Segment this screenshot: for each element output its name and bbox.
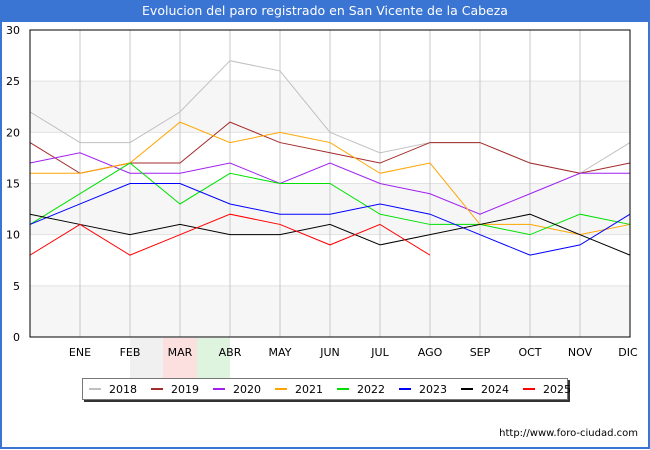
x-tick-label: JUL	[370, 346, 389, 359]
series-line-2024	[29, 213, 631, 256]
legend-item: 2024	[461, 383, 509, 396]
legend-swatch	[275, 388, 287, 390]
legend-label: 2021	[295, 382, 323, 396]
watermark-band-gray	[130, 338, 163, 383]
legend-swatch	[151, 388, 163, 390]
chart-title: Evolucion del paro registrado en San Vic…	[0, 0, 650, 22]
legend-item: 2019	[151, 383, 199, 396]
x-tick-label: NOV	[568, 346, 593, 359]
y-tick-label: 20	[6, 126, 20, 139]
x-tick-label: SEP	[470, 346, 491, 359]
series-line-2020	[29, 152, 630, 215]
legend-label: 2024	[481, 382, 509, 396]
legend-label: 2019	[171, 382, 199, 396]
source-url[interactable]: http://www.foro-ciudad.com	[499, 428, 638, 439]
x-tick-label: AGO	[418, 346, 443, 359]
legend-item: 2020	[213, 383, 261, 396]
legend-swatch	[89, 388, 101, 390]
plot-border	[29, 29, 631, 338]
y-tick-label: 25	[6, 75, 20, 88]
legend-label: 2018	[109, 382, 137, 396]
legend-item: 2023	[399, 383, 447, 396]
x-tick-label: OCT	[518, 346, 541, 359]
legend-label: 2022	[357, 382, 385, 396]
y-tick-label: 30	[6, 24, 20, 37]
y-tick-label: 0	[13, 331, 20, 344]
legend-item: 2025	[523, 383, 571, 396]
x-tick-label: ENE	[69, 346, 91, 359]
legend: 2018 2019 2020 2021 2022 2023 2024 2025	[82, 378, 571, 400]
watermark-band-green	[197, 338, 230, 383]
x-tick-label: DIC	[618, 346, 638, 359]
axes	[29, 29, 631, 338]
y-tick-labels: 0 5 10 15 20 25 30	[6, 24, 20, 344]
x-tick-label: JUN	[319, 346, 340, 359]
watermark-band-red	[163, 338, 197, 383]
series-line-2023	[29, 183, 631, 256]
y-tick-label: 10	[6, 229, 20, 242]
x-tick-label: FEB	[120, 346, 141, 359]
series-line-2025	[29, 213, 431, 256]
x-tick-label: MAY	[269, 346, 292, 359]
legend-swatch	[461, 388, 473, 390]
x-tick-label: ABR	[219, 346, 242, 359]
watermark-flag	[130, 338, 230, 383]
legend-swatch	[213, 388, 225, 390]
x-tick-labels: ENE FEB MAR ABR MAY JUN JUL AGO SEP OCT NOV DIC	[69, 346, 638, 359]
series-line-2022	[29, 162, 631, 236]
legend-swatch	[337, 388, 349, 390]
legend-item: 2021	[275, 383, 323, 396]
y-tick-label: 15	[6, 178, 20, 191]
legend-item: 2022	[337, 383, 385, 396]
legend-swatch	[523, 388, 535, 390]
legend-label: 2025	[543, 382, 571, 396]
legend-label: 2023	[419, 382, 447, 396]
y-tick-label: 5	[13, 280, 20, 293]
legend-swatch	[399, 388, 411, 390]
legend-item: 2018	[89, 383, 137, 396]
series-lines	[29, 60, 631, 256]
legend-label: 2020	[233, 382, 261, 396]
x-tick-label: MAR	[168, 346, 193, 359]
